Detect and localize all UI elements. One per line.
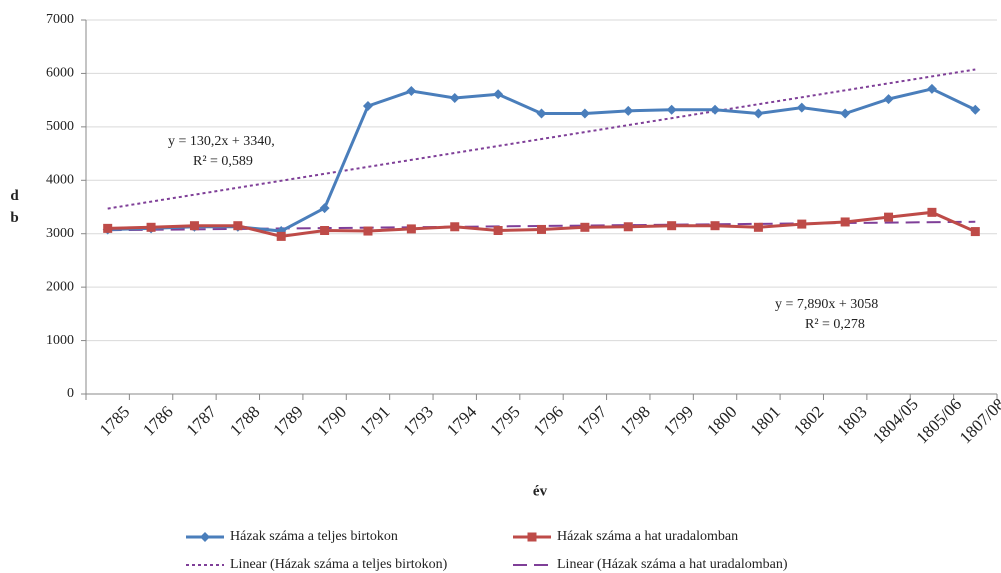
point <box>406 224 416 234</box>
legend-label: Linear (Házak száma a hat uradalomban) <box>557 557 788 572</box>
point <box>623 105 634 116</box>
x-tick-label: 1794 <box>443 402 481 440</box>
x-tick-label: 1807/08 <box>956 394 1001 447</box>
y-tick-label: 1000 <box>46 333 74 348</box>
point <box>146 222 156 232</box>
point <box>363 226 373 236</box>
trend-equation: y = 130,2x + 3340, <box>168 134 275 149</box>
point <box>797 219 807 229</box>
point <box>319 203 330 214</box>
point <box>579 108 590 119</box>
x-tick-label: 1805/06 <box>912 394 965 447</box>
y-tick-label: 0 <box>67 386 74 401</box>
legend-label: Házak száma a teljes birtokon <box>230 529 398 544</box>
trendline <box>107 68 976 210</box>
y-tick-label: 3000 <box>46 226 74 241</box>
point <box>667 221 677 231</box>
point <box>753 108 764 119</box>
x-tick-label: 1804/05 <box>869 394 922 447</box>
point <box>362 101 373 112</box>
x-tick-label: 1800 <box>703 402 740 439</box>
point <box>970 227 980 237</box>
point <box>276 231 286 241</box>
x-tick-label: 1798 <box>616 402 653 439</box>
point <box>320 226 330 236</box>
y-tick-label: 4000 <box>46 173 74 188</box>
point <box>840 108 851 119</box>
point <box>884 212 894 222</box>
x-tick-label: 1789 <box>269 402 306 439</box>
point <box>449 93 460 104</box>
x-tick-label: 1791 <box>356 402 393 439</box>
trend-r2: R² = 0,278 <box>805 317 865 332</box>
x-tick-label: 1795 <box>486 402 523 439</box>
point <box>493 226 503 236</box>
point <box>493 89 504 100</box>
point <box>580 222 590 232</box>
x-tick-label: 1799 <box>660 402 697 439</box>
point <box>189 221 199 231</box>
point <box>710 104 721 115</box>
point <box>537 224 546 234</box>
y-tick-label: 2000 <box>46 279 74 294</box>
trend-r2: R² = 0,589 <box>193 154 253 169</box>
point <box>623 222 633 232</box>
y-axis-label: db <box>7 188 23 232</box>
point <box>233 221 243 231</box>
legend-label: Linear (Házak száma a teljes birtokon) <box>230 557 448 572</box>
x-tick-label: 1803 <box>833 402 870 439</box>
point <box>796 102 807 113</box>
x-tick-label: 1785 <box>96 402 133 439</box>
point <box>666 104 677 115</box>
x-tick-label: 1796 <box>530 402 567 439</box>
x-tick-label: 1802 <box>790 402 827 439</box>
y-tick-label: 7000 <box>46 12 74 27</box>
x-tick-label: 1797 <box>573 402 611 440</box>
x-tick-label: 1793 <box>399 402 436 439</box>
y-tick-label: 5000 <box>46 119 74 134</box>
point <box>926 83 937 94</box>
x-tick-label: 1790 <box>313 402 350 439</box>
x-tick-label: 1787 <box>183 402 221 440</box>
x-tick-label: 1801 <box>747 402 784 439</box>
point <box>527 532 537 542</box>
point <box>200 532 210 542</box>
x-axis-label: év <box>533 483 548 499</box>
x-tick-label: 1788 <box>226 402 263 439</box>
point <box>840 217 850 227</box>
point <box>753 222 763 232</box>
point <box>103 223 113 233</box>
point <box>450 222 460 232</box>
point <box>927 207 937 217</box>
point <box>970 104 981 115</box>
y-tick-label: 6000 <box>46 66 74 81</box>
trend-equation: y = 7,890x + 3058 <box>775 297 878 312</box>
legend-label: Házak száma a hat uradalomban <box>557 529 738 544</box>
x-tick-label: 1786 <box>139 402 176 439</box>
point <box>406 86 417 97</box>
point <box>710 221 720 231</box>
point <box>883 94 894 105</box>
point <box>536 108 547 119</box>
